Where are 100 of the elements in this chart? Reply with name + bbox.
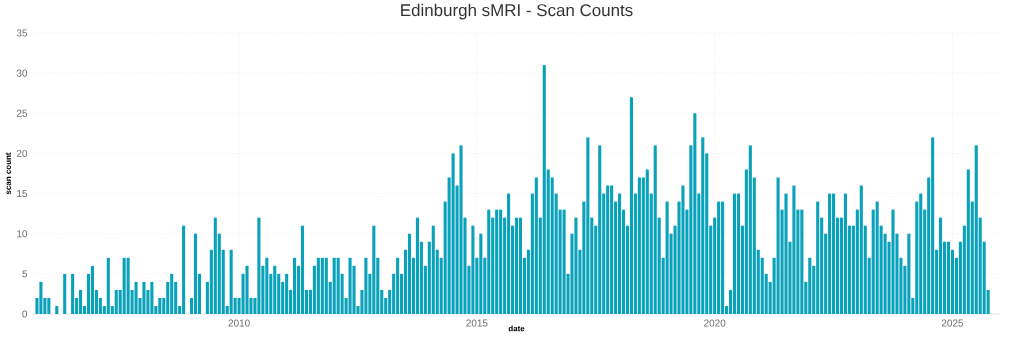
y-tick-label: 30 <box>16 69 28 77</box>
bar <box>122 257 126 314</box>
x-tick-label: 2025 <box>941 319 964 327</box>
bar <box>273 265 277 314</box>
x-tick-label: 2010 <box>228 319 250 327</box>
bar <box>816 201 820 314</box>
bar <box>618 193 622 314</box>
bar <box>681 185 685 314</box>
bar <box>372 225 376 314</box>
bar <box>316 257 320 314</box>
bar <box>645 169 649 314</box>
bar <box>170 273 174 314</box>
bar <box>514 217 519 314</box>
bar <box>79 289 83 314</box>
bar <box>792 185 796 314</box>
bar <box>336 257 340 314</box>
bar <box>182 225 186 314</box>
bar <box>610 185 614 314</box>
bar <box>721 201 725 314</box>
y-tick-label: 15 <box>17 190 28 198</box>
bar <box>637 177 641 314</box>
bar <box>257 217 261 314</box>
bar <box>653 145 657 314</box>
y-tick-label: 35 <box>16 29 28 37</box>
bar <box>784 193 788 314</box>
bar <box>919 193 923 314</box>
bar <box>134 281 138 314</box>
bar <box>396 257 400 314</box>
bar <box>348 257 352 314</box>
bar <box>293 257 297 314</box>
bar <box>939 217 943 314</box>
y-tick-label: 20 <box>16 149 28 157</box>
bar <box>55 305 59 314</box>
bar <box>265 257 269 314</box>
bar <box>495 209 499 314</box>
y-tick-label: 5 <box>22 270 28 278</box>
bar <box>487 209 491 314</box>
bar <box>499 209 503 314</box>
bar <box>114 289 118 314</box>
x-tick-label: 2015 <box>466 319 488 327</box>
bar <box>320 257 324 314</box>
bar <box>324 257 328 314</box>
x-tick-label: 2020 <box>704 319 726 327</box>
bar <box>748 145 752 314</box>
bar <box>606 185 610 314</box>
bar <box>518 217 523 314</box>
bar <box>736 193 740 314</box>
bar <box>229 249 233 314</box>
bar <box>907 233 911 314</box>
bar <box>300 225 305 314</box>
bar <box>966 169 970 314</box>
bar <box>39 281 43 314</box>
bar <box>891 209 895 314</box>
bar <box>808 257 812 314</box>
bar <box>106 257 110 314</box>
bar <box>245 265 249 314</box>
bar <box>142 281 146 314</box>
bar <box>828 193 832 314</box>
bar <box>332 257 336 314</box>
chart-title: Edinburgh sMRI - Scan Counts <box>401 3 633 20</box>
bar <box>859 185 863 314</box>
bar <box>598 145 602 314</box>
bar <box>158 297 162 314</box>
y-tick-label: 0 <box>22 310 28 318</box>
bar <box>193 233 198 314</box>
y-tick-label: 25 <box>16 109 28 117</box>
bar <box>71 273 75 314</box>
bar <box>701 137 705 314</box>
bar <box>717 201 721 314</box>
bar <box>586 137 590 314</box>
bar <box>534 177 538 314</box>
bar <box>665 201 669 314</box>
bar <box>542 65 546 314</box>
bar <box>471 225 475 314</box>
bar <box>150 281 154 314</box>
bar <box>507 193 511 314</box>
bar <box>946 241 951 314</box>
bar <box>479 233 483 314</box>
bar <box>629 97 633 314</box>
bar <box>285 273 289 314</box>
bar <box>407 233 412 314</box>
bar <box>732 193 737 314</box>
bar <box>415 217 419 314</box>
bar <box>843 193 848 314</box>
bar <box>47 297 51 314</box>
bar <box>126 257 130 314</box>
bar <box>931 137 935 314</box>
bar <box>574 217 578 314</box>
bar <box>63 273 67 314</box>
bar <box>451 153 455 314</box>
bar <box>213 217 217 314</box>
bar <box>974 145 978 314</box>
bar <box>800 209 804 314</box>
bar <box>459 145 463 314</box>
bar <box>431 225 435 314</box>
bar <box>832 193 836 314</box>
y-tick-label: 10 <box>17 230 28 238</box>
bar <box>776 177 780 314</box>
bar <box>693 113 697 314</box>
bar <box>562 209 566 314</box>
